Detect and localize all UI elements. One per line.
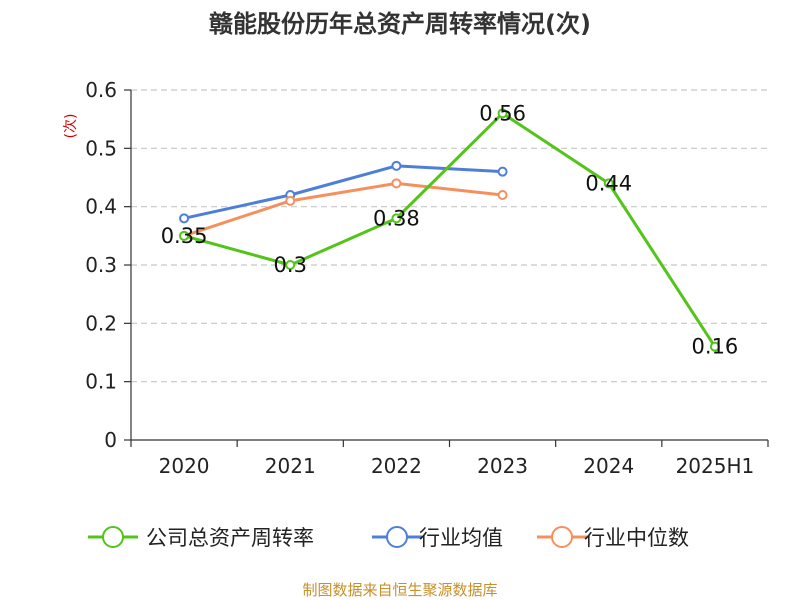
legend-item: 公司总资产周转率 — [88, 526, 314, 550]
x-tick-label: 2024 — [583, 454, 634, 478]
source-note: 制图数据来自恒生聚源数据库 — [302, 581, 497, 599]
data-point — [285, 195, 296, 206]
data-point — [709, 341, 720, 352]
data-point — [179, 213, 190, 224]
data-label: 0.35 — [161, 224, 208, 248]
legend-label: 行业中位数 — [584, 526, 689, 550]
data-label: 0.3 — [274, 253, 307, 277]
y-tick-label: 0 — [104, 428, 117, 452]
data-point — [179, 230, 190, 241]
legend-label: 行业均值 — [419, 526, 503, 550]
data-point — [497, 166, 508, 177]
data-point — [391, 213, 402, 224]
y-tick-label: 0.6 — [85, 78, 117, 102]
x-tick-label: 2020 — [159, 454, 210, 478]
series-line-2 — [183, 181, 503, 238]
chart-title: 赣能股份历年总资产周转率情况(次) — [209, 10, 591, 38]
legend-item: 行业中位数 — [537, 526, 689, 550]
data-label: 0.44 — [585, 171, 632, 195]
x-tick-label: 2025H1 — [676, 454, 755, 478]
legend-label: 公司总资产周转率 — [146, 526, 314, 550]
x-tick-label: 2021 — [265, 454, 316, 478]
data-label: 0.16 — [692, 335, 739, 359]
data-label: 0.56 — [479, 101, 526, 125]
data-labels: 0.35 0.3 0.38 0.56 0.44 0.16 — [161, 101, 739, 358]
data-point — [603, 178, 614, 189]
x-tick-label: 2023 — [477, 454, 528, 478]
data-point — [497, 108, 508, 119]
series-line-1 — [183, 164, 503, 220]
grid-lines — [131, 89, 768, 383]
y-tick-label: 0.5 — [85, 136, 117, 160]
data-point — [391, 178, 402, 189]
data-point — [391, 160, 402, 171]
legend-marker — [386, 526, 408, 548]
series-layer — [179, 108, 720, 352]
axes: 0 0.1 0.2 0.3 0.4 0.5 0.6 2020 2021 2022 2023 2024 2… — [85, 78, 769, 478]
y-axis-label: (次) — [63, 114, 79, 139]
legend-marker — [551, 526, 573, 548]
y-tick-label: 0.2 — [85, 311, 117, 335]
y-tick-label: 0.1 — [85, 370, 117, 394]
data-point — [497, 190, 508, 200]
legend-item: 行业均值 — [372, 526, 503, 550]
x-tick-label: 2022 — [371, 454, 422, 478]
series-line-0 — [183, 111, 717, 348]
y-tick-label: 0.4 — [85, 195, 117, 219]
data-label: 0.38 — [373, 206, 420, 230]
data-point — [285, 260, 296, 270]
legend: 公司总资产周转率 行业均值 行业中位数 — [88, 526, 689, 550]
legend-marker — [102, 526, 124, 548]
y-tick-label: 0.3 — [85, 253, 117, 277]
